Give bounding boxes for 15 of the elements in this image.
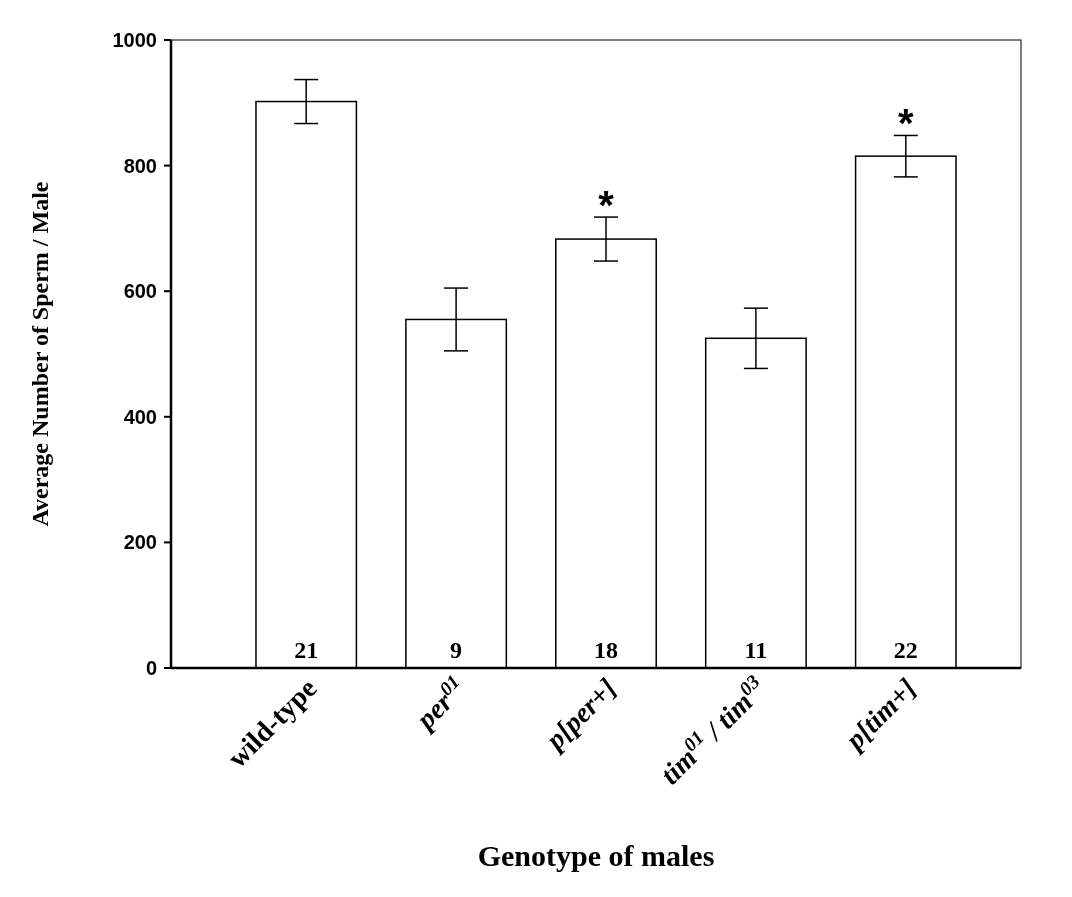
annotation: *: [898, 101, 915, 146]
annotation: *: [598, 183, 615, 228]
x-axis-title: Genotype of males: [477, 839, 715, 872]
y-tick-label: 1000: [112, 29, 157, 51]
y-tick-label: 400: [123, 405, 157, 428]
y-axis-title: Average Number of Sperm / Male: [27, 181, 53, 527]
y-tick-label: 800: [123, 154, 157, 177]
annotation: 18: [594, 637, 618, 663]
annotation: 9: [450, 637, 463, 663]
annotation: 22: [893, 637, 918, 663]
y-tick-label: 600: [123, 280, 157, 303]
y-tick-label: 0: [145, 657, 157, 679]
annotation: 21: [294, 637, 319, 663]
annotation: 11: [744, 637, 768, 663]
y-tick-label: 200: [123, 531, 157, 554]
